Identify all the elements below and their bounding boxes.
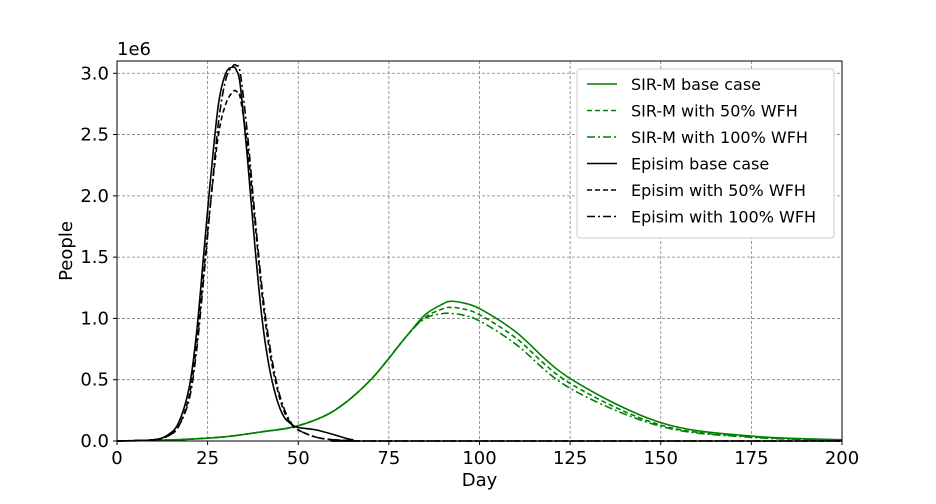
- legend-label: Episim with 50% WFH: [631, 181, 806, 200]
- series-line: [116, 306, 843, 442]
- legend-label: Episim base case: [631, 155, 769, 174]
- y-axis-label: People: [56, 221, 77, 281]
- legend-label: Episim with 100% WFH: [631, 208, 816, 227]
- x-axis-label: Day: [462, 470, 498, 491]
- legend-label: SIR-M with 50% WFH: [631, 102, 798, 121]
- y-tick-label: 1.5: [80, 247, 109, 268]
- x-tick-label: 125: [553, 448, 587, 469]
- x-tick-label: 200: [825, 448, 859, 469]
- legend-label: SIR-M with 100% WFH: [631, 128, 808, 147]
- x-tick-label: 75: [377, 448, 400, 469]
- x-tick-label: 50: [287, 448, 310, 469]
- x-tick-label: 100: [462, 448, 496, 469]
- series-lines: [116, 63, 843, 442]
- y-tick-label: 0.0: [80, 431, 109, 452]
- y-tick-label: 3.0: [80, 63, 109, 84]
- series-line: [116, 63, 842, 442]
- series-line: [116, 312, 843, 442]
- legend-label: SIR-M base case: [631, 75, 761, 94]
- legend: SIR-M base case SIR-M with 50% WFH SIR-M w…: [576, 68, 835, 239]
- grid: [116, 61, 843, 442]
- x-tick-label: 0: [111, 448, 122, 469]
- x-tick-label: 150: [644, 448, 678, 469]
- axis-ticks: 0 25 50 75 100 125 150 175 200 0.0 0.5 1.0 1.5 2.0 2.5…: [80, 63, 859, 469]
- legend-box: [576, 68, 835, 239]
- y-tick-label: 1.0: [80, 308, 109, 329]
- series-line: [116, 300, 843, 442]
- x-tick-label: 25: [196, 448, 219, 469]
- y-tick-label: 2.0: [80, 186, 109, 207]
- x-tick-label: 175: [734, 448, 768, 469]
- series-line: [116, 66, 842, 442]
- y-tick-label: 0.5: [80, 370, 109, 391]
- y-offset-label: 1e6: [117, 39, 151, 60]
- y-tick-label: 2.5: [80, 125, 109, 146]
